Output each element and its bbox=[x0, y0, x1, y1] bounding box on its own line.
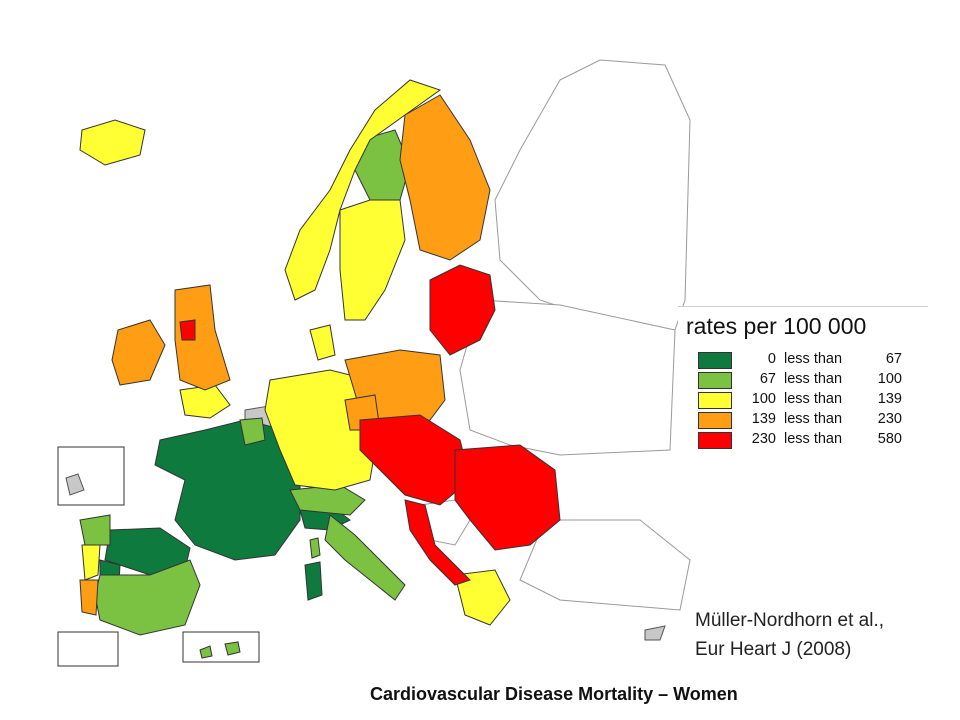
inset-boxes bbox=[57, 446, 260, 667]
legend-swatch bbox=[698, 432, 732, 449]
legend-high-value: 67 bbox=[885, 351, 902, 367]
rate-class-139-230 bbox=[79, 94, 491, 616]
portugal-region bbox=[81, 544, 101, 581]
iceland-region bbox=[79, 119, 146, 166]
legend-connector: less than bbox=[784, 411, 843, 427]
legend-low-value: 100 bbox=[751, 391, 776, 407]
legend-low-value: 67 bbox=[759, 371, 776, 387]
legend-row: 0 less than 67 bbox=[698, 351, 918, 369]
legend: rates per 100 000 0 less than 67 67 less tha… bbox=[678, 306, 928, 473]
finland-region bbox=[399, 94, 491, 261]
citation-journal: Eur Heart J (2008) bbox=[695, 639, 852, 660]
greece-region bbox=[454, 569, 511, 626]
citation: Müller-Nordhorn et al., Eur Heart J (200… bbox=[695, 606, 884, 664]
inset-canary-box bbox=[182, 631, 260, 663]
central-east-region bbox=[359, 414, 471, 506]
legend-low-value: 230 bbox=[751, 431, 776, 447]
belarus-ukraine-region bbox=[459, 299, 676, 456]
legend-connector: less than bbox=[784, 431, 843, 447]
canary-island-a bbox=[199, 645, 213, 659]
baltics-region bbox=[429, 264, 496, 356]
sardinia-region bbox=[304, 561, 323, 601]
corsica-region bbox=[309, 537, 321, 559]
turkey-region bbox=[519, 519, 691, 611]
inset-iberia-box bbox=[57, 631, 119, 667]
legend-row: 230 less than 580 bbox=[698, 431, 918, 449]
canary-grey bbox=[65, 473, 85, 496]
cyprus-grey bbox=[644, 625, 666, 641]
legend-high-value: 230 bbox=[877, 411, 902, 427]
uk-scotland-red-region bbox=[179, 319, 196, 341]
legend-swatch bbox=[698, 392, 732, 409]
ireland-region bbox=[111, 319, 166, 386]
legend-high-value: 100 bbox=[877, 371, 902, 387]
legend-low-value: 139 bbox=[751, 411, 776, 427]
rate-class-67-100 bbox=[79, 129, 411, 636]
belgium-lux-region bbox=[239, 417, 266, 446]
rate-class-230-580 bbox=[179, 264, 561, 586]
legend-connector: less than bbox=[784, 391, 843, 407]
portugal-south-region bbox=[79, 579, 99, 616]
legend-connector: less than bbox=[784, 351, 843, 367]
legend-swatch bbox=[698, 412, 732, 429]
legend-high-value: 580 bbox=[877, 431, 902, 447]
balkans-red-region bbox=[404, 499, 471, 586]
sweden-south-region bbox=[339, 199, 406, 321]
denmark-region bbox=[309, 324, 336, 361]
canary-island-b bbox=[224, 641, 241, 656]
legend-high-value: 139 bbox=[877, 391, 902, 407]
map-caption: Cardiovascular Disease Mortality – Women bbox=[370, 684, 738, 704]
legend-swatch bbox=[698, 372, 732, 389]
legend-row: 67 less than 100 bbox=[698, 371, 918, 389]
spain-nw-region bbox=[79, 514, 111, 546]
legend-row: 100 less than 139 bbox=[698, 391, 918, 409]
russia-region bbox=[494, 59, 691, 331]
legend-connector: less than bbox=[784, 371, 843, 387]
legend-low-value: 0 bbox=[767, 351, 776, 367]
inset-atlantic-box bbox=[57, 446, 125, 506]
no-data-regions bbox=[419, 59, 691, 611]
legend-title: rates per 100 000 bbox=[686, 313, 867, 339]
legend-row: 139 less than 230 bbox=[698, 411, 918, 429]
citation-authors: Müller-Nordhorn et al., bbox=[695, 610, 885, 631]
islands bbox=[199, 537, 321, 659]
uk-north-region bbox=[174, 284, 231, 391]
rate-class-100-139 bbox=[79, 79, 511, 626]
italy-region bbox=[324, 514, 406, 601]
romania-bulgaria-region bbox=[454, 444, 561, 551]
legend-swatch bbox=[698, 352, 732, 369]
